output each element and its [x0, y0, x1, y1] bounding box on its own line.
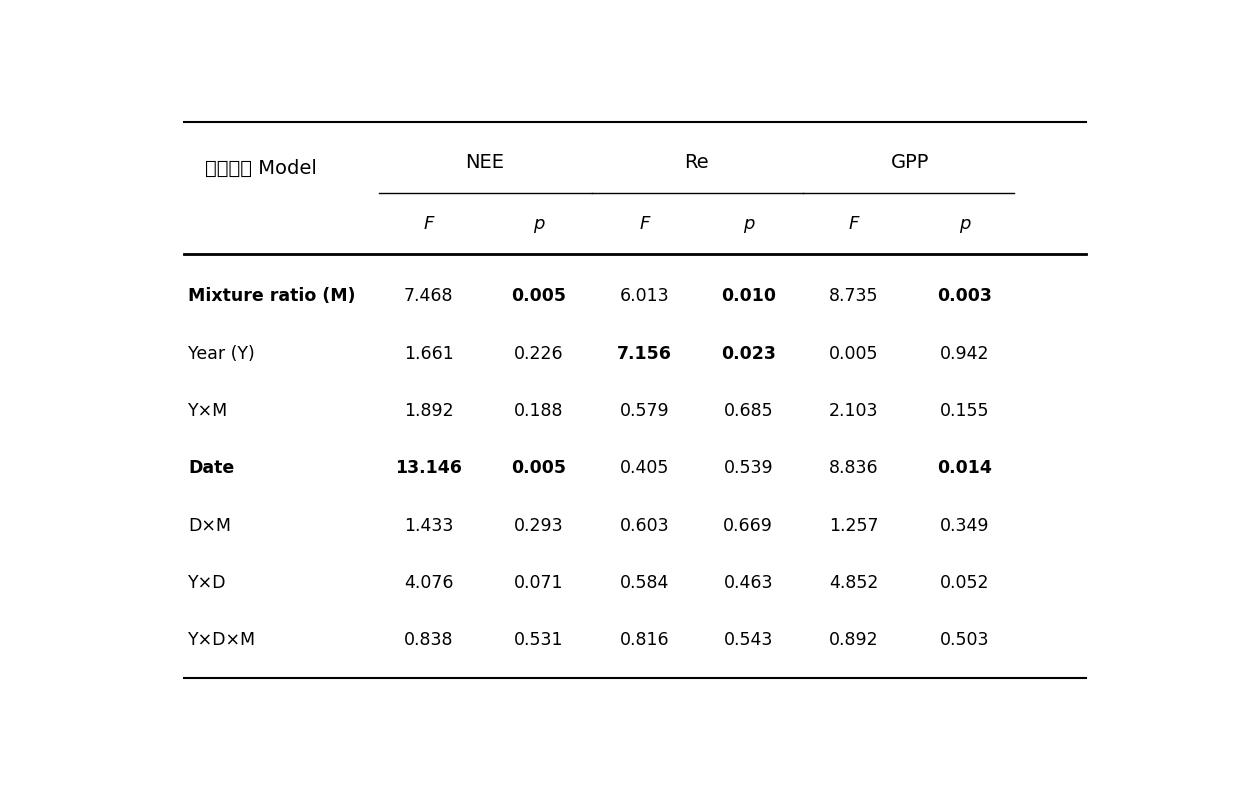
Text: 6.013: 6.013 [620, 288, 669, 305]
Text: 0.685: 0.685 [724, 402, 773, 420]
Text: Y×M: Y×M [188, 402, 229, 420]
Text: 0.226: 0.226 [514, 344, 564, 363]
Text: F: F [849, 215, 859, 232]
Text: 8.836: 8.836 [829, 459, 878, 477]
Text: 0.014: 0.014 [937, 459, 991, 477]
Text: 0.543: 0.543 [724, 632, 773, 650]
Text: 0.463: 0.463 [724, 574, 773, 592]
Text: Year (Y): Year (Y) [188, 344, 255, 363]
Text: 0.405: 0.405 [620, 459, 669, 477]
Text: 0.005: 0.005 [829, 344, 878, 363]
Text: 1.892: 1.892 [404, 402, 453, 420]
Text: F: F [424, 215, 434, 232]
Text: 0.892: 0.892 [829, 632, 878, 650]
Text: 0.005: 0.005 [512, 459, 566, 477]
Text: 0.293: 0.293 [514, 517, 564, 535]
Text: Y×D×M: Y×D×M [188, 632, 256, 650]
Text: 2.103: 2.103 [829, 402, 878, 420]
Text: Y×D: Y×D [188, 574, 227, 592]
Text: 7.468: 7.468 [404, 288, 453, 305]
Text: 8.735: 8.735 [829, 288, 878, 305]
Text: 1.433: 1.433 [404, 517, 453, 535]
Text: 0.603: 0.603 [620, 517, 669, 535]
Text: p: p [533, 215, 545, 232]
Text: 0.579: 0.579 [620, 402, 669, 420]
Text: p: p [742, 215, 755, 232]
Text: 0.942: 0.942 [939, 344, 989, 363]
Text: 1.661: 1.661 [404, 344, 453, 363]
Text: NEE: NEE [465, 153, 504, 173]
Text: 4.076: 4.076 [404, 574, 453, 592]
Text: Re: Re [684, 153, 709, 173]
Text: 0.071: 0.071 [514, 574, 564, 592]
Text: 0.023: 0.023 [721, 344, 776, 363]
Text: Mixture ratio (M): Mixture ratio (M) [188, 288, 356, 305]
Text: GPP: GPP [891, 153, 929, 173]
Text: 0.005: 0.005 [512, 288, 566, 305]
Text: 0.503: 0.503 [939, 632, 989, 650]
Text: 13.146: 13.146 [395, 459, 462, 477]
Text: 0.669: 0.669 [724, 517, 773, 535]
Text: 4.852: 4.852 [829, 574, 878, 592]
Text: 0.003: 0.003 [937, 288, 991, 305]
Text: 0.010: 0.010 [721, 288, 776, 305]
Text: 1.257: 1.257 [829, 517, 878, 535]
Text: 0.539: 0.539 [724, 459, 773, 477]
Text: 0.531: 0.531 [514, 632, 564, 650]
Text: F: F [639, 215, 649, 232]
Text: 7.156: 7.156 [617, 344, 672, 363]
Text: 0.838: 0.838 [404, 632, 453, 650]
Text: 0.155: 0.155 [939, 402, 989, 420]
Text: Date: Date [188, 459, 234, 477]
Text: 0.584: 0.584 [620, 574, 669, 592]
Text: D×M: D×M [188, 517, 232, 535]
Text: 0.052: 0.052 [939, 574, 989, 592]
Text: 0.349: 0.349 [939, 517, 989, 535]
Text: 0.188: 0.188 [514, 402, 564, 420]
Text: p: p [959, 215, 970, 232]
Text: 0.816: 0.816 [620, 632, 669, 650]
Text: 因素模型 Model: 因素模型 Model [204, 160, 316, 178]
